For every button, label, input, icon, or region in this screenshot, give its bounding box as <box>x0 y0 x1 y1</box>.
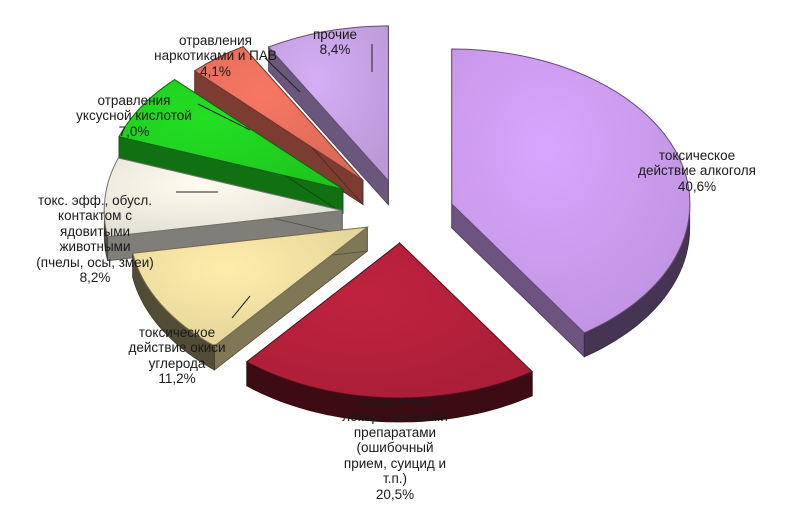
slice-label-medications: отравления лекарственными препаратами (о… <box>342 393 448 502</box>
slice-label-other: прочие 8,4% <box>312 26 358 58</box>
pie-slice-carbon-monoxide <box>132 226 370 371</box>
leader-line-carbon-monoxide <box>231 295 251 319</box>
slice-label-alcohol: токсическое действие алкоголя 40,6% <box>638 147 756 194</box>
slice-label-narcotics: отравления наркотиками и ПАВ 4,1% <box>154 32 277 79</box>
pie-slice-alcohol <box>451 48 691 358</box>
slice-label-venomous-animals: токс. эфф., обусл. контактом с ядовитыми… <box>36 192 154 286</box>
slice-label-carbon-monoxide: токсическое действие окиси углерода 11,2… <box>128 324 226 387</box>
leader-line-narcotics <box>264 57 301 93</box>
pie-slice-other <box>267 25 389 206</box>
pie-slice-venomous-animals <box>103 157 343 262</box>
pie-slice-narcotics <box>193 45 364 206</box>
pie-slice-medications <box>245 242 534 423</box>
leader-line-acetic-acid <box>197 103 251 131</box>
slice-label-acetic-acid: отравления уксусной кислотой 7,0% <box>76 92 192 139</box>
